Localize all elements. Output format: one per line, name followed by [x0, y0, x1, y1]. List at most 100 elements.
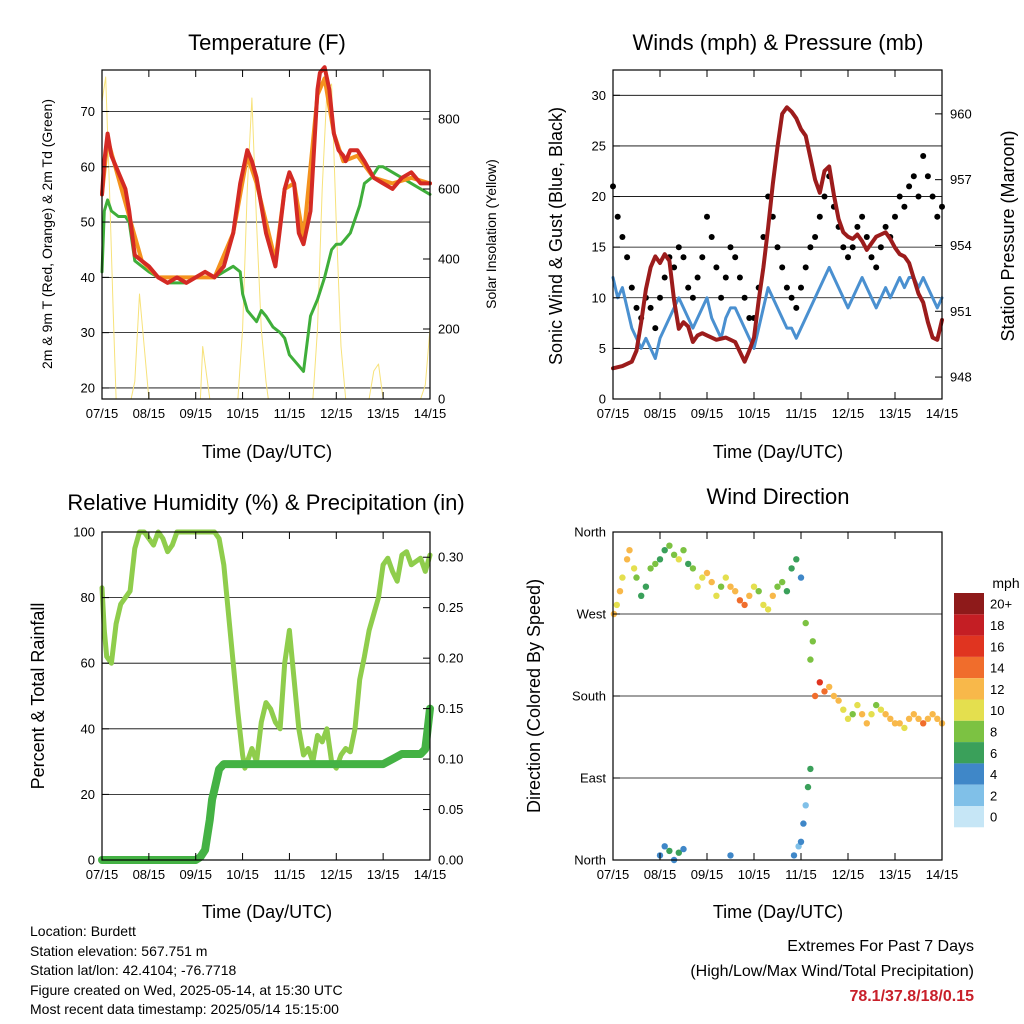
- extremes-values: 78.1/37.8/18/0.15: [849, 988, 974, 1005]
- humidity-title: Relative Humidity (%) & Precipitation (i…: [67, 490, 464, 515]
- direction-point: [887, 715, 894, 722]
- gust-point: [657, 294, 663, 301]
- direction-point: [708, 578, 715, 586]
- direction-point: [802, 619, 809, 627]
- direction-point: [807, 656, 814, 663]
- x-tick-label: 08/15: [644, 406, 677, 421]
- gust-point: [934, 213, 941, 220]
- x-tick-label: 08/15: [133, 406, 166, 421]
- direction-point: [854, 701, 861, 709]
- direction-point: [896, 720, 903, 727]
- gust-point: [924, 173, 931, 180]
- direction-point: [633, 574, 640, 581]
- y-tick-label: North: [574, 853, 606, 868]
- gust-point: [892, 213, 898, 220]
- direction-title: Wind Direction: [706, 484, 849, 509]
- direction-point: [797, 574, 805, 581]
- x-tick-label: 07/15: [86, 406, 119, 421]
- temperature-panel: Temperature (F) 20 30 40 50 60 70 0 200 400 600 80…: [39, 30, 499, 462]
- gust-point: [624, 254, 631, 261]
- direction-point: [619, 574, 626, 581]
- direction-point: [666, 847, 673, 855]
- gust-point: [915, 193, 922, 200]
- direction-point: [793, 556, 800, 563]
- temperature-ylabel-left: 2m & 9m T (Red, Orange) & 2m Td (Green): [39, 99, 55, 369]
- y2-tick-label: 948: [950, 370, 972, 385]
- humidity-plot-area: [102, 532, 430, 860]
- direction-point: [809, 638, 816, 645]
- winds-ylabel-right: Station Pressure (Maroon): [998, 130, 1018, 341]
- legend-swatch: [954, 678, 984, 700]
- direction-point: [934, 715, 941, 722]
- gust-point: [694, 274, 701, 281]
- winds-axes: 0 5 10 15 20 25 30 948 951 954 957 960 07/15 08/15 09/…: [592, 70, 972, 421]
- direction-point: [675, 556, 682, 563]
- y-tick-label: 0: [599, 392, 606, 407]
- y2-tick-label: 0.00: [438, 853, 463, 868]
- gust-point: [633, 304, 640, 311]
- x-tick-label: 08/15: [133, 867, 166, 882]
- gust-point: [816, 213, 823, 220]
- direction-point: [736, 597, 744, 604]
- relative-humidity-line: [99, 529, 433, 771]
- legend-label: 20+: [990, 597, 1012, 612]
- temperature-frame: [101, 69, 431, 400]
- y-tick-label: 0: [88, 853, 95, 868]
- legend-label: 0: [990, 810, 997, 825]
- gust-point: [793, 304, 800, 311]
- gust-point: [849, 244, 856, 251]
- y2-tick-label: 0.30: [438, 550, 463, 565]
- legend-label: 12: [990, 682, 1004, 697]
- direction-point: [800, 820, 807, 827]
- y2-tick-label: 800: [438, 112, 460, 127]
- legend-label: 2: [990, 788, 997, 803]
- legend-swatch: [954, 784, 984, 806]
- x-tick-label: 11/15: [274, 406, 306, 421]
- y2-tick-label: 957: [950, 172, 972, 187]
- direction-point: [891, 720, 899, 727]
- direction-point: [779, 578, 786, 586]
- direction-point: [675, 849, 682, 856]
- gust-point: [906, 183, 913, 190]
- direction-point: [661, 547, 668, 554]
- legend-swatch: [954, 742, 984, 764]
- gust-point: [732, 254, 739, 261]
- direction-point: [816, 679, 823, 686]
- legend-label: 10: [990, 703, 1004, 718]
- direction-series: [610, 542, 946, 864]
- y2-tick-label: 200: [438, 322, 460, 337]
- direction-point: [652, 560, 659, 568]
- direction-point: [868, 711, 875, 718]
- legend-label: 6: [990, 746, 997, 761]
- extremes-subheading: (High/Low/Max Wind/Total Precipitation): [690, 963, 974, 980]
- temperature-title: Temperature (F): [188, 30, 346, 55]
- gust-point: [647, 304, 654, 311]
- gust-point: [628, 284, 635, 291]
- y2-tick-label: 0.10: [438, 752, 463, 767]
- direction-point: [844, 715, 852, 722]
- direction-point: [656, 556, 664, 563]
- x-tick-label: 09/15: [179, 867, 212, 882]
- winds-panel: Winds (mph) & Pressure (mb) 0 5 10 15 20 25 30…: [546, 30, 1018, 462]
- gust-point: [873, 264, 880, 271]
- direction-point: [826, 683, 833, 691]
- direction-point: [882, 711, 889, 718]
- x-tick-label: 14/15: [926, 406, 959, 421]
- legend-label: 14: [990, 661, 1004, 676]
- direction-point: [774, 583, 781, 590]
- direction-point: [623, 556, 631, 563]
- humidity-xlabel: Time (Day/UTC): [202, 902, 332, 922]
- direction-point: [769, 592, 776, 599]
- gust-point: [774, 244, 781, 251]
- y2-tick-label: 0: [438, 392, 445, 407]
- gust-point: [802, 264, 809, 271]
- legend-label: 18: [990, 618, 1004, 633]
- y-tick-label: 60: [81, 656, 95, 671]
- winds-series: [610, 105, 945, 371]
- direction-point: [821, 688, 828, 695]
- humidity-ylabel-left: Percent & Total Rainfall: [28, 603, 48, 790]
- gust-point: [812, 234, 819, 240]
- y-tick-label: 30: [592, 88, 606, 103]
- x-tick-label: 13/15: [367, 867, 400, 882]
- extremes-heading: Extremes For Past 7 Days: [787, 938, 974, 955]
